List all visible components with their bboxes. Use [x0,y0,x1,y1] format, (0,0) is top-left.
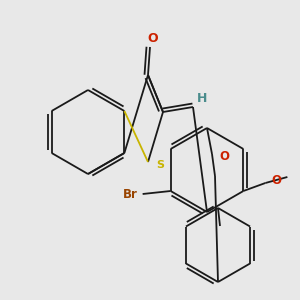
Text: S: S [156,160,164,170]
Text: H: H [197,92,207,104]
Text: Br: Br [123,188,138,200]
Text: O: O [219,149,229,163]
Text: O: O [148,32,158,46]
Text: O: O [272,175,281,188]
